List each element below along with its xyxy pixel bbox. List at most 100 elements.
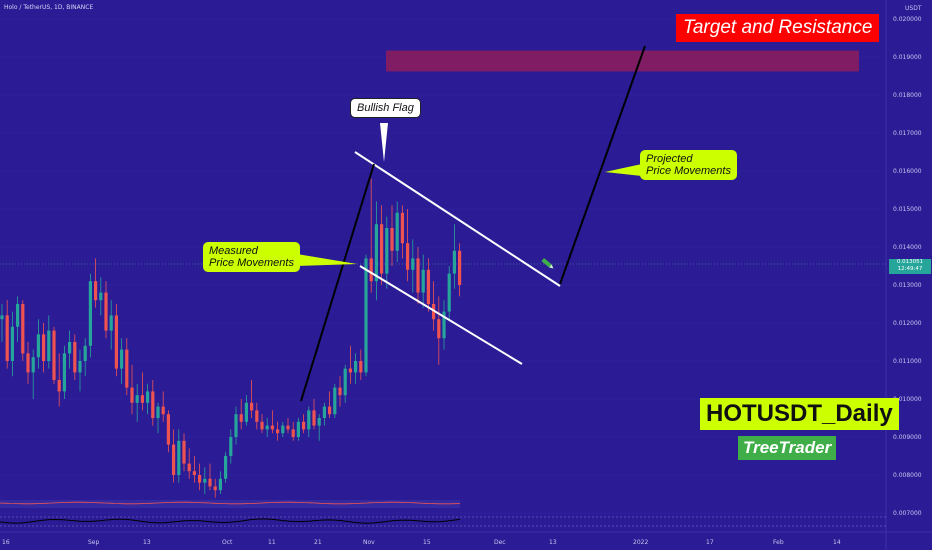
candle-body [26, 353, 30, 373]
trendline-projection-rise[interactable] [559, 45, 646, 285]
candle-body [156, 406, 160, 418]
candle-body [140, 395, 144, 403]
candle-body [442, 311, 446, 339]
price-tick-label: 0.008000 [893, 472, 922, 479]
candle-body [187, 463, 191, 472]
oscillator-signal [0, 501, 461, 505]
trendline-measured-move[interactable] [300, 163, 375, 402]
candle-body [42, 334, 46, 361]
candle-body [281, 425, 285, 434]
candle-body [286, 425, 290, 430]
candle-body [312, 410, 316, 426]
candle-body [291, 429, 295, 437]
candle-body [239, 414, 243, 422]
time-tick-label: 11 [268, 539, 276, 546]
time-tick-label: 13 [549, 539, 557, 546]
candle-body [411, 258, 415, 270]
time-tick-label: 15 [423, 539, 431, 546]
price-tick-label: 0.011000 [893, 358, 922, 365]
candle-body [421, 269, 425, 293]
trendlines[interactable] [300, 45, 646, 402]
candle-body [234, 414, 238, 437]
indicator-pane [0, 500, 886, 527]
candlestick-series [0, 178, 462, 498]
oscillator-line [0, 518, 461, 524]
candle-body [47, 330, 51, 361]
last-price-badge: 0.013051 12:49:47 [889, 259, 931, 274]
bar-countdown: 12:49:47 [897, 266, 923, 272]
target-resistance-label[interactable]: Target and Resistance [676, 14, 880, 42]
candle-body [260, 421, 264, 430]
candle-body [302, 421, 306, 430]
candle-body [458, 250, 462, 285]
candle-body [395, 212, 399, 251]
target-resistance-zone[interactable] [386, 50, 859, 72]
candle-body [192, 471, 196, 475]
price-tick-label: 0.019000 [893, 54, 922, 61]
candle-body [10, 326, 14, 361]
candle-body [229, 437, 233, 456]
candle-body [255, 410, 259, 422]
candle-body [374, 224, 378, 282]
candle-body [16, 304, 20, 327]
author-label: TreeTrader [738, 436, 837, 460]
last-price-value: 0.013051 [896, 259, 924, 265]
candle-body [161, 406, 165, 415]
candle-body [364, 258, 368, 373]
candle-body [5, 315, 9, 361]
candle-body [218, 478, 222, 491]
candle-body [109, 315, 113, 331]
candle-body [0, 315, 4, 320]
candle-body [317, 418, 321, 426]
candle-body [208, 478, 212, 487]
candle-body [130, 387, 134, 403]
measured-movements-callout[interactable]: Measured Price Movements [203, 242, 300, 272]
candle-body [94, 281, 98, 301]
time-tick-label: 14 [833, 539, 841, 546]
candle-body [250, 402, 254, 411]
price-tick-label: 0.017000 [893, 130, 922, 137]
candle-body [104, 292, 108, 331]
time-tick-label: 16 [2, 539, 10, 546]
bullish-flag-callout[interactable]: Bullish Flag [350, 98, 421, 118]
candle-body [73, 342, 77, 373]
price-tick-label: 0.012000 [893, 320, 922, 327]
candle-body [83, 345, 87, 361]
trendline-flag-upper[interactable] [354, 151, 561, 287]
candle-body [135, 395, 139, 403]
projected-movements-callout[interactable]: Projected Price Movements [640, 150, 737, 180]
candle-body [172, 444, 176, 475]
candle-body [426, 269, 430, 304]
candle-body [21, 304, 25, 354]
candle-body [369, 258, 373, 282]
time-tick-label: 21 [314, 539, 322, 546]
candle-body [125, 349, 129, 388]
candle-body [99, 292, 103, 301]
candle-body [296, 421, 300, 437]
candle-body [177, 440, 181, 475]
candle-body [88, 281, 92, 346]
currency-label: USDT [905, 5, 922, 12]
symbol-header: Holo / TetherUS, 1D, BINANCE [4, 4, 94, 11]
candle-body [322, 406, 326, 418]
candle-body [244, 402, 248, 422]
time-tick-label: 17 [706, 539, 714, 546]
trendline-flag-lower[interactable] [359, 265, 523, 365]
candle-body [62, 353, 66, 392]
time-tick-label: Feb [773, 539, 784, 546]
candle-body [57, 380, 61, 392]
candle-body [437, 319, 441, 339]
time-tick-label: Oct [222, 539, 233, 546]
price-axis-ticks: 0.020000 0.019000 0.018000 0.017000 0.016000… [893, 16, 922, 517]
candle-body [385, 228, 389, 274]
candle-body [328, 406, 332, 415]
candle-body [354, 361, 358, 373]
candle-body [333, 387, 337, 415]
candle-body [31, 357, 35, 373]
candle-body [400, 212, 404, 244]
time-tick-label: Nov [363, 539, 375, 546]
candle-body [265, 425, 269, 430]
candle-body [166, 414, 170, 445]
